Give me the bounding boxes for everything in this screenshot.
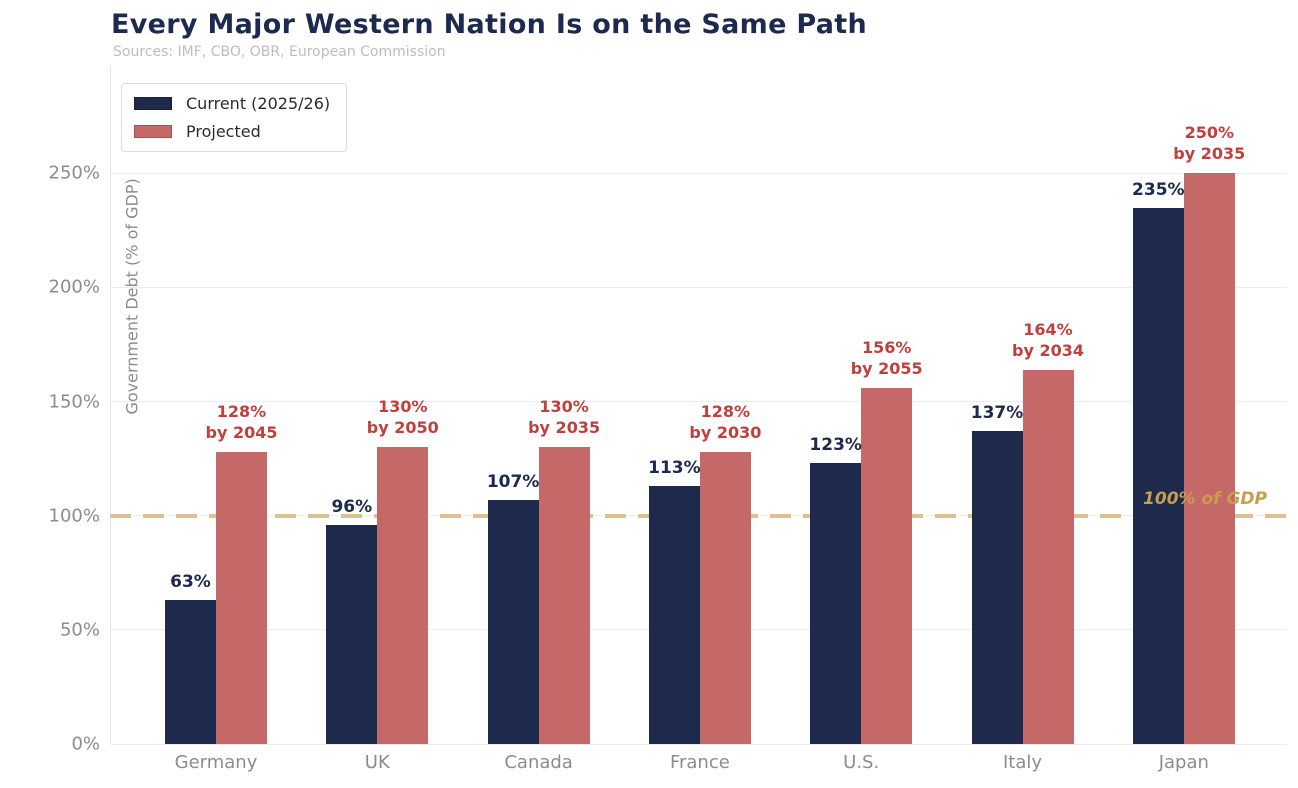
- bar-current-UK: [326, 524, 378, 744]
- bar-projected-Italy: [1022, 369, 1074, 744]
- gridline-0%: [110, 743, 1287, 745]
- value-label-projected-Japan: 250% by 2035: [1173, 123, 1246, 164]
- y-tick-label: 150%: [48, 391, 100, 413]
- legend-label-projected: Projected: [186, 122, 261, 141]
- legend: Current (2025/26) Projected: [121, 83, 348, 152]
- bar-projected-UK: [377, 447, 429, 744]
- bar-current-U.S.: [810, 463, 862, 744]
- gridline-250%: [110, 172, 1287, 174]
- y-tick-label: 50%: [59, 619, 100, 641]
- bar-current-Japan: [1132, 207, 1184, 744]
- x-tick-label-UK: UK: [364, 752, 390, 773]
- bar-projected-Japan: [1183, 173, 1235, 744]
- value-label-current-France: 113%: [648, 458, 701, 479]
- bar-projected-Germany: [216, 451, 267, 744]
- value-label-current-Japan: 235%: [1132, 179, 1185, 200]
- value-label-current-Germany: 63%: [170, 572, 211, 593]
- bar-current-Canada: [487, 499, 539, 744]
- chart-subtitle: Sources: IMF, CBO, OBR, European Commiss…: [113, 44, 446, 60]
- value-label-projected-France: 128% by 2030: [689, 401, 762, 442]
- gridline-200%: [110, 286, 1287, 288]
- legend-swatch-current: [134, 97, 172, 110]
- x-tick-label-Italy: Italy: [1002, 752, 1043, 773]
- x-tick-label-Japan: Japan: [1158, 752, 1209, 773]
- legend-item-projected: Projected: [134, 122, 330, 141]
- reference-line-label: 100% of GDP: [1143, 489, 1267, 509]
- chart-title: Every Major Western Nation Is on the Sam…: [111, 9, 868, 40]
- bar-projected-France: [699, 451, 751, 744]
- value-label-projected-Canada: 130% by 2035: [528, 397, 601, 438]
- legend-label-current: Current (2025/26): [186, 94, 331, 113]
- bar-projected-Canada: [538, 447, 590, 744]
- y-tick-label: 200%: [48, 276, 100, 298]
- bar-projected-U.S.: [861, 387, 913, 744]
- y-tick-label: 0%: [71, 733, 100, 755]
- value-label-projected-Germany: 128% by 2045: [205, 401, 278, 442]
- value-label-projected-Italy: 164% by 2034: [1012, 319, 1084, 360]
- y-axis-title: Government Debt (% of GDP): [122, 178, 142, 415]
- gridline-150%: [110, 401, 1287, 403]
- x-tick-label-U.S.: U.S.: [843, 752, 880, 773]
- value-label-current-Italy: 137%: [970, 403, 1024, 424]
- x-tick-label-France: France: [669, 752, 730, 773]
- y-tick-label: 100%: [48, 505, 100, 527]
- bar-current-Italy: [971, 431, 1023, 744]
- y-tick-label: 250%: [48, 162, 100, 184]
- y-axis-spine: [110, 66, 111, 744]
- legend-swatch-projected: [134, 125, 172, 138]
- bar-current-France: [648, 486, 700, 744]
- value-label-current-UK: 96%: [331, 496, 373, 517]
- value-label-projected-UK: 130% by 2050: [366, 397, 439, 438]
- value-label-projected-U.S.: 156% by 2055: [850, 337, 923, 378]
- value-label-current-Canada: 107%: [486, 471, 540, 492]
- legend-item-current: Current (2025/26): [134, 94, 330, 113]
- x-tick-label-Canada: Canada: [504, 752, 573, 773]
- x-tick-label-Germany: Germany: [174, 752, 258, 773]
- value-label-current-U.S.: 123%: [809, 435, 862, 456]
- bar-current-Germany: [165, 600, 216, 744]
